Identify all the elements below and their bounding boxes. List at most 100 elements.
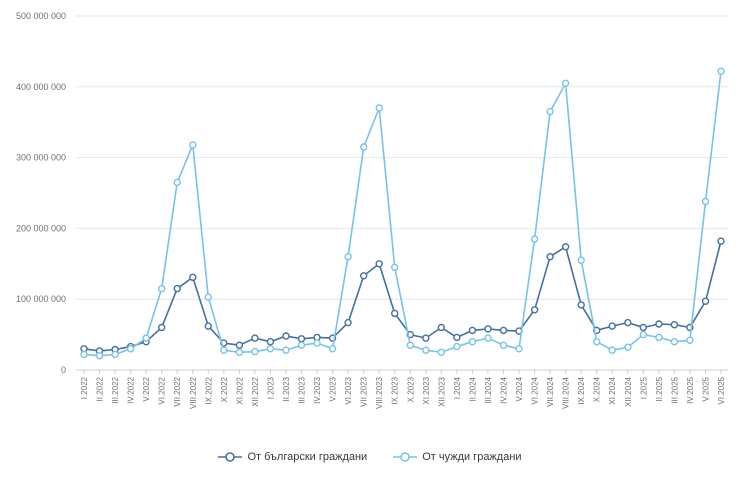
data-point-foreign[interactable] — [313, 339, 321, 347]
line-chart: 0 100 000 000 200 000 000 300 000 000 400 00… — [16, 11, 728, 409]
x-axis-label: XII.2024 — [624, 376, 633, 406]
x-axis-label: II.2025 — [655, 376, 664, 401]
data-point-bulgarian[interactable] — [577, 301, 585, 309]
data-point-bulgarian[interactable] — [375, 260, 383, 268]
data-point-bulgarian[interactable] — [251, 334, 259, 342]
y-axis-label: 100 000 000 — [16, 294, 66, 304]
data-point-foreign[interactable] — [391, 263, 399, 271]
x-axis-label: XI.2023 — [422, 376, 431, 404]
x-axis-label: IX.2024 — [577, 376, 586, 404]
data-point-bulgarian[interactable] — [484, 325, 492, 333]
x-axis-label: VII.2022 — [173, 376, 182, 406]
data-point-bulgarian[interactable] — [655, 320, 663, 328]
data-point-bulgarian[interactable] — [266, 338, 275, 346]
y-axis-label: 0 — [61, 365, 66, 375]
data-point-foreign[interactable] — [282, 346, 290, 354]
x-axis-label: VI.2025 — [717, 376, 726, 404]
data-point-bulgarian[interactable] — [189, 273, 197, 281]
data-point-foreign[interactable] — [624, 343, 632, 351]
data-point-bulgarian[interactable] — [561, 243, 570, 251]
legend-item-bulgarian[interactable]: От български граждани — [218, 451, 367, 463]
data-point-bulgarian[interactable] — [453, 333, 461, 342]
data-point-foreign[interactable] — [173, 178, 181, 187]
data-point-foreign[interactable] — [717, 67, 725, 75]
data-point-bulgarian[interactable] — [391, 309, 399, 318]
x-axis-label: V.2025 — [701, 376, 710, 401]
data-point-bulgarian[interactable] — [437, 323, 445, 332]
x-axis-label: III.2022 — [111, 376, 120, 403]
data-point-foreign[interactable] — [577, 256, 585, 264]
data-point-bulgarian[interactable] — [297, 335, 306, 343]
data-point-foreign[interactable] — [546, 107, 554, 116]
x-axis-label: X.2023 — [406, 376, 415, 402]
x-axis-label: V.2023 — [329, 376, 338, 401]
data-point-foreign[interactable] — [126, 345, 135, 353]
data-point-bulgarian[interactable] — [173, 284, 181, 293]
data-point-foreign[interactable] — [142, 334, 150, 342]
chart-legend: От български граждани От чужди граждани — [0, 451, 740, 463]
x-axis-label: VIII.2024 — [562, 376, 571, 409]
data-point-foreign[interactable] — [639, 330, 647, 339]
data-point-foreign[interactable] — [235, 348, 244, 356]
data-point-foreign[interactable] — [360, 143, 368, 151]
data-point-foreign[interactable] — [655, 333, 663, 342]
data-point-foreign[interactable] — [422, 346, 430, 354]
data-point-foreign[interactable] — [561, 79, 570, 88]
data-point-foreign[interactable] — [468, 338, 477, 346]
data-point-bulgarian[interactable] — [701, 297, 710, 305]
data-point-bulgarian[interactable] — [235, 341, 244, 349]
y-axis-label: 300 000 000 — [16, 153, 66, 163]
data-point-foreign[interactable] — [328, 345, 337, 353]
data-point-foreign[interactable] — [251, 347, 259, 356]
data-point-foreign[interactable] — [670, 338, 679, 346]
data-point-bulgarian[interactable] — [639, 323, 647, 332]
data-point-foreign[interactable] — [95, 352, 104, 360]
x-axis-label: VIII.2023 — [375, 376, 384, 409]
data-point-foreign[interactable] — [189, 141, 197, 149]
data-point-foreign[interactable] — [515, 345, 523, 353]
y-axis-label: 200 000 000 — [16, 223, 66, 233]
data-point-bulgarian[interactable] — [204, 322, 213, 330]
data-point-foreign[interactable] — [453, 342, 461, 351]
data-point-foreign[interactable] — [266, 345, 275, 353]
y-axis-label: 500 000 000 — [16, 11, 66, 21]
legend-marker-foreign-icon — [393, 452, 418, 462]
data-point-foreign[interactable] — [701, 197, 710, 206]
data-point-bulgarian[interactable] — [608, 322, 616, 330]
data-point-foreign[interactable] — [686, 336, 694, 344]
data-point-foreign[interactable] — [344, 253, 352, 261]
data-point-foreign[interactable] — [80, 350, 88, 359]
data-point-foreign[interactable] — [375, 104, 383, 112]
legend-item-foreign[interactable]: От чужди граждани — [393, 451, 522, 463]
data-point-bulgarian[interactable] — [499, 326, 508, 335]
data-point-bulgarian[interactable] — [717, 237, 725, 245]
data-point-bulgarian[interactable] — [282, 332, 290, 340]
data-point-foreign[interactable] — [111, 350, 119, 359]
data-point-foreign[interactable] — [437, 348, 445, 356]
data-point-bulgarian[interactable] — [670, 321, 679, 329]
data-point-bulgarian[interactable] — [624, 318, 632, 327]
data-point-foreign[interactable] — [204, 293, 213, 301]
x-axis-label: VI.2022 — [158, 376, 167, 404]
data-point-bulgarian[interactable] — [157, 323, 166, 332]
x-axis-label: XII.2023 — [437, 376, 446, 406]
data-point-foreign[interactable] — [484, 334, 492, 342]
x-axis-label: VI.2024 — [531, 376, 540, 404]
data-point-foreign[interactable] — [593, 338, 601, 346]
data-point-bulgarian[interactable] — [468, 326, 477, 335]
data-point-foreign[interactable] — [530, 235, 539, 243]
data-point-foreign[interactable] — [499, 341, 508, 349]
data-point-bulgarian[interactable] — [530, 306, 539, 314]
y-axis-label: 400 000 000 — [16, 82, 66, 92]
data-point-foreign[interactable] — [220, 346, 228, 354]
x-axis-label: II.2023 — [282, 376, 291, 401]
data-point-foreign[interactable] — [157, 284, 166, 293]
data-point-foreign[interactable] — [406, 341, 414, 349]
data-point-bulgarian[interactable] — [546, 253, 554, 261]
x-axis-label: VII.2024 — [546, 376, 555, 406]
data-point-bulgarian[interactable] — [422, 334, 430, 342]
data-point-foreign[interactable] — [608, 346, 616, 354]
data-point-bulgarian[interactable] — [360, 272, 368, 280]
data-point-foreign[interactable] — [297, 341, 306, 349]
data-point-bulgarian[interactable] — [344, 318, 352, 327]
